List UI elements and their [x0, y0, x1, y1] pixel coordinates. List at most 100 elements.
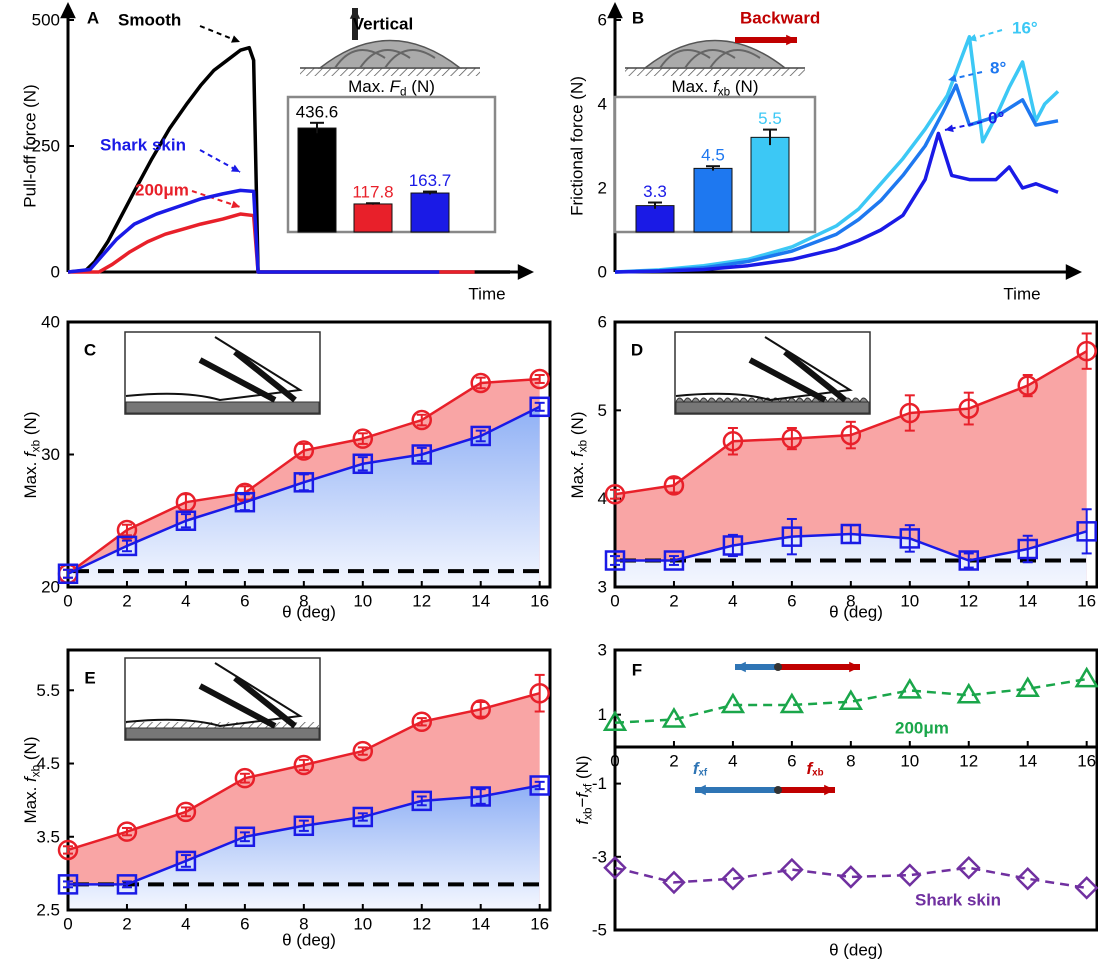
dome — [317, 39, 463, 69]
error-bar — [239, 772, 250, 784]
panel-label: E — [84, 669, 95, 688]
label-arrow — [199, 25, 241, 43]
y-axis-label: Max. fxb (N) — [21, 737, 42, 824]
direction-arrow-head — [349, 8, 361, 19]
direction-dot — [774, 786, 782, 794]
series-label: 0° — [988, 109, 1004, 128]
spine — [233, 675, 297, 729]
y-axis-label-part: (N) — [573, 755, 592, 783]
x-tick-label: 8 — [846, 752, 855, 771]
marker — [411, 790, 433, 812]
error-bar — [727, 533, 738, 558]
y-axis-label-part: f — [568, 450, 587, 457]
spine — [233, 349, 297, 403]
x-tick-label: 8 — [299, 592, 308, 611]
label-arrow-head — [231, 164, 240, 172]
error-bar — [310, 121, 324, 134]
series-line — [614, 131, 1059, 274]
marker — [661, 707, 687, 728]
marker — [116, 874, 138, 895]
marker — [839, 865, 863, 889]
y-tick-label: 500 — [32, 11, 60, 30]
substrate — [125, 401, 320, 414]
y-axis-label-part: xf — [581, 783, 594, 793]
x-tick-label: 16 — [530, 915, 549, 934]
marker — [175, 510, 197, 531]
series-line — [614, 83, 1059, 274]
y-tick-label: 40 — [41, 313, 60, 332]
x-axis-head — [1065, 264, 1082, 280]
spine — [198, 357, 277, 403]
direction-arrow-head — [735, 661, 746, 673]
marker — [234, 767, 256, 789]
x-tick-label: 6 — [787, 592, 796, 611]
y-axis-label-part: (N) — [21, 412, 40, 440]
value-label: 163.7 — [409, 171, 452, 190]
x-axis-head — [517, 264, 534, 280]
marker — [1076, 340, 1097, 362]
error-bar — [357, 432, 368, 445]
marker — [529, 682, 550, 704]
x-tick-label: 14 — [471, 592, 490, 611]
series-label: Shark skin — [100, 136, 186, 155]
series-label: Shark skin — [915, 891, 1001, 910]
x-tick-label: 4 — [181, 592, 190, 611]
y-axis-label-part: (N) — [568, 412, 587, 440]
x-tick-label: 0 — [610, 592, 619, 611]
marker — [234, 826, 256, 848]
error-bar — [534, 673, 545, 713]
error-bar — [475, 376, 486, 390]
x-tick-label: 10 — [900, 752, 919, 771]
marker — [663, 475, 685, 496]
series-line — [614, 35, 1060, 274]
y-tick-label: 4.5 — [36, 754, 60, 773]
y-tick-label: 2.5 — [36, 901, 60, 920]
marker — [293, 472, 315, 493]
marker — [1015, 676, 1040, 698]
marker — [781, 428, 803, 449]
marker — [958, 550, 980, 571]
x-tick-label: 4 — [728, 592, 737, 611]
y-axis-label-part: f — [21, 775, 40, 782]
y-axis-label: Max. fxb (N) — [21, 412, 42, 499]
series-line — [67, 45, 510, 274]
inset-title-part: xb — [718, 85, 731, 98]
x-axis-label: Time — [468, 285, 505, 304]
error-bar — [239, 831, 250, 843]
marker — [722, 431, 744, 452]
ground-hatch — [625, 68, 805, 76]
x-tick-label: 2 — [669, 752, 678, 771]
panel-label: A — [87, 9, 99, 28]
marker — [411, 409, 433, 431]
arrow-label: fxf — [693, 759, 708, 779]
panel-label: C — [84, 341, 96, 360]
marker — [1015, 866, 1040, 891]
label-arrow-head — [231, 35, 240, 43]
substrate — [675, 401, 870, 414]
flap — [125, 336, 303, 402]
error-bar — [648, 201, 662, 209]
error-bar — [357, 456, 368, 472]
series-label: Smooth — [118, 11, 181, 30]
marker — [720, 692, 746, 714]
dome-fiber — [659, 49, 711, 69]
marker — [603, 856, 627, 880]
x-tick-label: 12 — [412, 592, 431, 611]
marker — [352, 453, 374, 475]
y-axis-label-part: xb — [576, 439, 589, 452]
marker — [175, 801, 197, 823]
error-bar — [121, 826, 132, 837]
dome-fiber — [359, 49, 411, 69]
inset-title-part: F — [390, 77, 402, 96]
marker — [470, 699, 491, 720]
marker — [781, 526, 803, 547]
marker — [116, 821, 138, 842]
y-tick-label: 30 — [41, 445, 60, 464]
y-axis-label-part: (N) — [21, 737, 40, 765]
error-bar — [534, 401, 545, 412]
y-tick-label: -5 — [592, 921, 607, 940]
plot-frame — [613, 320, 1098, 589]
marker — [898, 863, 922, 887]
